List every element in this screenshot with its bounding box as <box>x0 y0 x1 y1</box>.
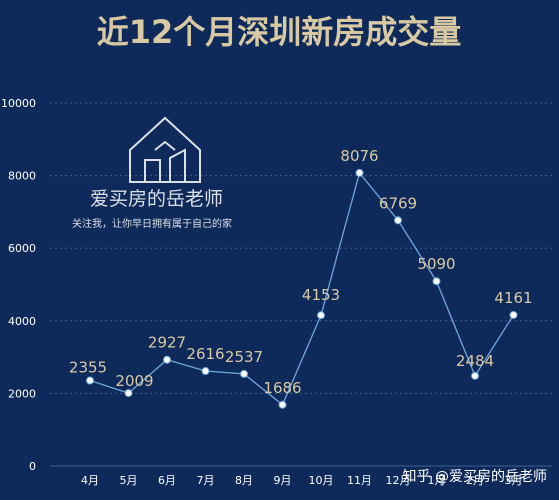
data-label: 2927 <box>148 334 186 352</box>
x-tick-label: 12月 <box>386 474 411 487</box>
x-tick-label: 8月 <box>235 474 253 487</box>
data-point <box>317 311 325 320</box>
x-tick-label: 9月 <box>274 474 292 487</box>
data-label: 5090 <box>417 255 455 273</box>
watermark: 爱买房的岳老师 关注我，让你早日拥有属于自己的家 <box>72 116 232 230</box>
y-tick-label: 8000 <box>8 170 36 183</box>
data-label: 8076 <box>340 147 378 165</box>
x-tick-label: 11月 <box>347 474 372 487</box>
x-tick-label: 2月 <box>466 474 484 487</box>
house-logo-icon <box>129 116 201 183</box>
y-tick-label: 4000 <box>8 315 36 328</box>
series-line <box>89 171 515 406</box>
data-point <box>432 277 441 286</box>
data-label: 1686 <box>263 379 301 397</box>
y-axis: 0 2000 4000 6000 8000 10000 <box>1 97 36 473</box>
x-tick-label: 1月 <box>428 474 446 487</box>
data-label: 2355 <box>69 359 107 377</box>
data-point <box>86 376 94 385</box>
data-point <box>278 400 287 409</box>
footer-brand: 知乎 @爱买房的岳老师 <box>403 468 547 485</box>
data-point <box>355 168 364 177</box>
data-label: 2616 <box>186 345 224 363</box>
y-tick-label: 0 <box>29 460 36 473</box>
x-tick-label: 6月 <box>158 474 176 487</box>
y-tick-label: 6000 <box>8 242 36 255</box>
grid <box>50 102 552 467</box>
data-label: 2009 <box>115 372 153 390</box>
x-tick-label: 3月 <box>505 474 523 487</box>
series-line-path <box>89 171 515 406</box>
watermark-slogan: 关注我，让你早日拥有属于自己的家 <box>72 217 232 230</box>
chart-title: 近12个月深圳新房成交量 <box>97 13 462 51</box>
y-tick-label: 10000 <box>1 97 36 110</box>
data-label: 6769 <box>379 194 417 212</box>
x-tick-label: 10月 <box>309 474 334 487</box>
data-label: 4153 <box>302 286 340 304</box>
data-label: 2537 <box>225 348 263 366</box>
x-tick-label: 7月 <box>197 474 215 487</box>
data-label: 2484 <box>456 352 494 370</box>
data-point <box>201 367 210 376</box>
data-point <box>471 371 479 380</box>
data-point <box>509 310 518 319</box>
data-label: 4161 <box>494 289 532 307</box>
x-tick-label: 4月 <box>81 474 99 487</box>
data-point <box>124 389 133 398</box>
data-point <box>394 216 402 225</box>
x-tick-label: 5月 <box>120 474 138 487</box>
watermark-name: 爱买房的岳老师 <box>90 188 223 210</box>
y-tick-label: 2000 <box>8 387 36 400</box>
data-point <box>240 369 248 378</box>
data-point <box>163 355 171 364</box>
x-axis: 4月 5月 6月 7月 8月 9月 10月 11月 12月 1月 2月 3月 <box>81 474 523 487</box>
series-points <box>86 168 518 409</box>
